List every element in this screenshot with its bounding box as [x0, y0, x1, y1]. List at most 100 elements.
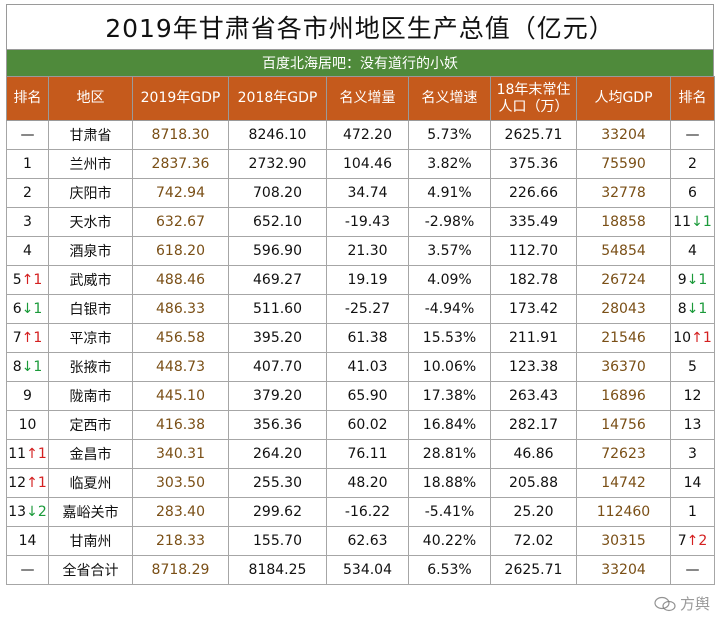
region-cell-value: 全省合计 — [62, 563, 119, 579]
region-cell-value: 平凉市 — [69, 331, 112, 347]
growth-rate-cell: 5.73% — [408, 120, 491, 150]
gdp-2018-cell: 356.36 — [228, 410, 327, 440]
population-cell: 182.78 — [490, 265, 577, 295]
header-gdp-2019: 2019年GDP — [132, 76, 229, 121]
per-capita-rank-cell-change-arrow: ↑ — [691, 330, 703, 346]
per-capita-cell: 28043 — [576, 294, 671, 324]
watermark: 方舆 — [654, 593, 710, 614]
per-capita-rank-cell-value: 3 — [688, 446, 697, 462]
growth-rate-cell-value: 40.22% — [422, 533, 477, 549]
rank-cell: — — [6, 555, 49, 585]
per-capita-rank-cell: 3 — [670, 439, 715, 469]
growth-rate-cell: 3.57% — [408, 236, 491, 266]
growth-rate-cell-value: -2.98% — [424, 214, 475, 230]
increase-cell-value: 65.90 — [347, 388, 388, 404]
population-cell-value: 2625.71 — [504, 562, 563, 578]
table-row: 13↓2 嘉峪关市 283.40 299.62 -16.22 -5.41% 25.20 112… — [6, 497, 715, 527]
gdp-table: 排名 地区 2019年GDP 2018年GDP 名义增量 名义增速 18年末常住… — [6, 76, 715, 585]
gdp-2018-cell: 511.60 — [228, 294, 327, 324]
subtitle-banner: 百度北海居吧：没有道行的小妖 — [6, 50, 714, 76]
population-cell: 211.91 — [490, 323, 577, 353]
per-capita-cell-value: 112460 — [596, 504, 651, 520]
rank-cell-value: — — [20, 127, 35, 143]
gdp-2018-cell-value: 264.20 — [253, 446, 302, 462]
increase-cell: 104.46 — [326, 149, 409, 179]
gdp-2019-cell: 8718.30 — [132, 120, 229, 150]
per-capita-rank-cell-value: 7 — [677, 533, 687, 549]
per-capita-cell-value: 28043 — [601, 301, 646, 317]
population-cell-value: 205.88 — [509, 475, 558, 491]
rank-cell-change-arrow: ↑ — [26, 446, 38, 462]
per-capita-rank-cell-change-amount: 1 — [702, 330, 712, 346]
header-rank: 排名 — [6, 76, 49, 121]
population-cell: 375.36 — [490, 149, 577, 179]
per-capita-rank-cell: 10↑1 — [670, 323, 715, 353]
increase-cell-value: -25.27 — [344, 301, 391, 317]
region-cell-value: 天水市 — [69, 215, 112, 231]
rank-cell: 3 — [6, 207, 49, 237]
header-per-capita-rank: 排名 — [670, 76, 715, 121]
population-cell-value: 335.49 — [509, 214, 558, 230]
growth-rate-cell: 10.06% — [408, 352, 491, 382]
population-cell: 263.43 — [490, 381, 577, 411]
region-cell: 酒泉市 — [48, 236, 133, 266]
gdp-2019-cell-value: 416.38 — [156, 417, 205, 433]
gdp-2019-cell-value: 456.58 — [156, 330, 205, 346]
per-capita-rank-cell: 4 — [670, 236, 715, 266]
gdp-2019-cell-value: 218.33 — [156, 533, 205, 549]
header-region: 地区 — [48, 76, 133, 121]
population-cell: 226.66 — [490, 178, 577, 208]
gdp-2019-cell-value: 340.31 — [156, 446, 205, 462]
rank-cell-change-amount: 1 — [33, 359, 43, 375]
page-title: 2019年甘肃省各市州地区生产总值（亿元） — [6, 4, 714, 50]
gdp-2018-cell: 469.27 — [228, 265, 327, 295]
gdp-2019-cell: 303.50 — [132, 468, 229, 498]
region-cell-value: 武威市 — [69, 273, 112, 289]
gdp-table-container: 2019年甘肃省各市州地区生产总值（亿元） 百度北海居吧：没有道行的小妖 排名 … — [6, 4, 715, 585]
gdp-2018-cell: 2732.90 — [228, 149, 327, 179]
gdp-2018-cell: 596.90 — [228, 236, 327, 266]
increase-cell: 76.11 — [326, 439, 409, 469]
growth-rate-cell-value: 28.81% — [422, 446, 477, 462]
increase-cell-value: -19.43 — [344, 214, 391, 230]
gdp-2018-cell-value: 255.30 — [253, 475, 302, 491]
region-cell: 甘南州 — [48, 526, 133, 556]
rank-cell-change-amount: 2 — [37, 504, 47, 520]
per-capita-rank-cell: 9↓1 — [670, 265, 715, 295]
region-cell-value: 庆阳市 — [69, 186, 112, 202]
gdp-2018-cell: 155.70 — [228, 526, 327, 556]
region-cell: 白银市 — [48, 294, 133, 324]
increase-cell-value: 104.46 — [343, 156, 392, 172]
population-cell: 25.20 — [490, 497, 577, 527]
per-capita-rank-cell: 7↑2 — [670, 526, 715, 556]
per-capita-cell-value: 26724 — [601, 272, 646, 288]
per-capita-rank-cell-value: 11 — [673, 214, 692, 230]
gdp-2019-cell: 486.33 — [132, 294, 229, 324]
region-cell-value: 张掖市 — [69, 360, 112, 376]
per-capita-rank-cell-value: 9 — [677, 272, 687, 288]
per-capita-cell-value: 14742 — [601, 475, 646, 491]
growth-rate-cell: -5.41% — [408, 497, 491, 527]
table-row: — 甘肃省 8718.30 8246.10 472.20 5.73% 2625.71 3320… — [6, 120, 715, 150]
gdp-2019-cell: 218.33 — [132, 526, 229, 556]
rank-cell-change-amount: 1 — [37, 475, 47, 491]
increase-cell-value: 19.19 — [347, 272, 388, 288]
gdp-2018-cell-value: 708.20 — [253, 185, 302, 201]
gdp-2018-cell-value: 596.90 — [253, 243, 302, 259]
growth-rate-cell-value: 3.82% — [427, 156, 472, 172]
population-cell-value: 282.17 — [509, 417, 558, 433]
rank-cell-change-arrow: ↓ — [21, 301, 34, 317]
per-capita-cell: 72623 — [576, 439, 671, 469]
increase-cell-value: 62.63 — [347, 533, 388, 549]
rank-cell-change-arrow: ↓ — [26, 504, 38, 520]
rank-cell-value: 6 — [12, 301, 22, 317]
per-capita-cell-value: 75590 — [601, 156, 646, 172]
table-row: 10 定西市 416.38 356.36 60.02 16.84% 282.17 14756 1… — [6, 410, 715, 440]
per-capita-rank-cell-value: 13 — [683, 417, 702, 433]
per-capita-rank-cell: 1 — [670, 497, 715, 527]
rank-cell: 1 — [6, 149, 49, 179]
population-cell-value: 211.91 — [509, 330, 558, 346]
growth-rate-cell-value: 10.06% — [422, 359, 477, 375]
gdp-2018-cell-value: 469.27 — [253, 272, 302, 288]
gdp-2018-cell: 395.20 — [228, 323, 327, 353]
